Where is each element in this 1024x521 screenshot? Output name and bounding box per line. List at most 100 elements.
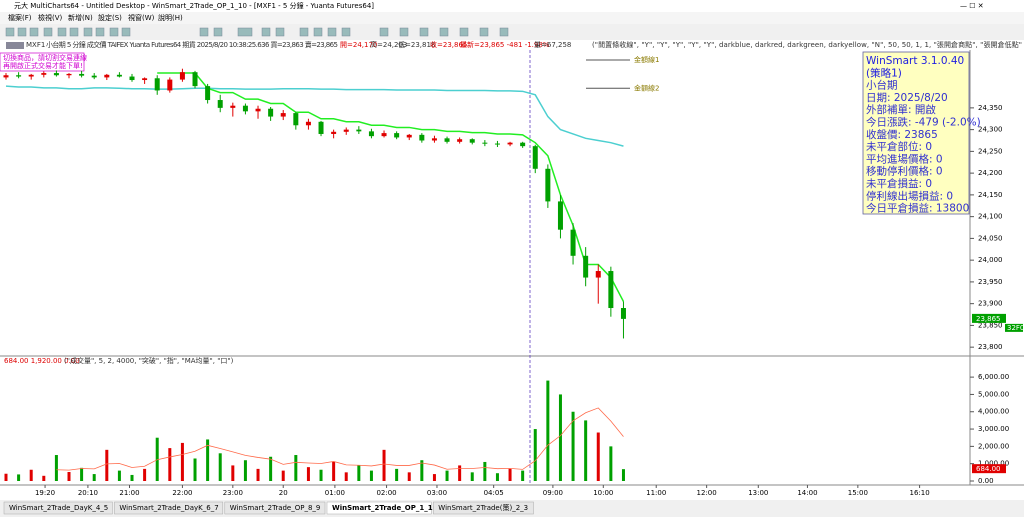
tab-label[interactable]: WinSmart_2Trade_DayK_6_7	[119, 504, 218, 512]
y-tick-label: 4,000.00	[978, 408, 1009, 416]
volume-bar	[621, 469, 625, 481]
volume-bar	[521, 470, 525, 481]
volume-bar	[206, 439, 210, 481]
volume-bar	[458, 465, 462, 481]
x-tick-label: 20	[279, 489, 288, 497]
candle-body	[419, 134, 425, 141]
volume-bar	[67, 471, 71, 481]
y-tick-label: 24,350	[978, 104, 1003, 112]
candle-body	[154, 78, 160, 91]
annotation-label: 金額線2	[634, 83, 659, 92]
tab-label[interactable]: WinSmart_2Trade_OP_8_9	[230, 504, 321, 512]
strategy-line: 未平倉部位: 0	[866, 140, 932, 153]
menu-item[interactable]: 檢視(V)	[38, 13, 63, 22]
volume-bar	[382, 449, 386, 481]
tab[interactable]	[3, 501, 113, 515]
candle-body	[532, 146, 538, 169]
candle-body	[469, 139, 475, 143]
tab-label[interactable]: WinSmart_2Trade_DayK_4_5	[9, 504, 108, 512]
toolbar	[0, 24, 1024, 40]
candle-body	[406, 134, 412, 138]
volume-bar	[432, 474, 436, 481]
volume-bar	[395, 468, 399, 481]
strategy-line: 今日平倉損益: 13800	[866, 202, 969, 215]
x-tick-label: 01:00	[325, 489, 345, 497]
volume-bar	[143, 468, 147, 481]
candle-body	[205, 86, 211, 101]
candle-body	[293, 113, 299, 126]
candle-body	[16, 75, 22, 77]
volume-bar	[269, 456, 273, 481]
menu-item[interactable]: 說明(H)	[158, 13, 183, 22]
volume-bar	[256, 468, 260, 481]
volume-bar	[420, 460, 424, 481]
strategy-line: 平均進場價格: 0	[866, 152, 943, 165]
strategy-line: 移動停利價格: 0	[866, 165, 943, 178]
candle-body	[116, 74, 122, 77]
x-tick-label: 13:00	[748, 489, 768, 497]
volume-bar	[533, 429, 537, 481]
volume-bar	[281, 470, 285, 481]
candle-body	[431, 138, 437, 141]
tab-label[interactable]: WinSmart_2Trade(策)_2_3	[438, 503, 528, 512]
x-tick-label: 15:00	[848, 489, 868, 497]
info-bar	[0, 40, 1024, 50]
volume-bar	[4, 473, 8, 481]
y-tick-label: 2,000.00	[978, 442, 1009, 450]
indicator-line	[157, 72, 625, 302]
y-tick-label: 24,200	[978, 169, 1003, 177]
x-tick-label: 12:00	[697, 489, 717, 497]
volume-bar	[243, 460, 247, 481]
y-tick-label: 24,000	[978, 256, 1003, 264]
y-tick-label: 23,850	[978, 321, 1003, 329]
strategy-line: 收盤價: 23865	[866, 128, 938, 141]
x-tick-label: 02:00	[376, 489, 396, 497]
tab-label[interactable]: WinSmart_2Trade_OP_1_10	[332, 504, 438, 512]
tab[interactable]	[114, 501, 224, 515]
menu-item[interactable]: 設定(S)	[98, 13, 122, 22]
volume-bar	[483, 461, 487, 481]
window-controls[interactable]: — ☐ ✕	[960, 2, 984, 10]
x-tick-label: 22:00	[172, 489, 192, 497]
menu-item[interactable]: 檔案(F)	[8, 13, 32, 22]
annotation-label: 金額線1	[634, 55, 659, 64]
volume-bar	[92, 474, 96, 481]
candle-body	[305, 121, 311, 126]
strategy-line: 停利線出場損益: 0	[866, 189, 953, 202]
volume-bar	[17, 474, 21, 481]
menu-item[interactable]: 視窗(W)	[128, 13, 155, 22]
y-tick-label: 23,800	[978, 343, 1003, 351]
candle-body	[167, 79, 173, 91]
y-tick-label: 3,000.00	[978, 425, 1009, 433]
x-tick-label: 11:00	[646, 489, 666, 497]
y-tick-label: 24,250	[978, 147, 1003, 155]
volume-bar	[558, 394, 562, 481]
candle-body	[620, 308, 626, 319]
y-tick-label: 5,000.00	[978, 390, 1009, 398]
volume-bar	[584, 420, 588, 481]
volume-bar	[495, 473, 499, 481]
candle-body	[557, 201, 563, 230]
indicator-line	[5, 85, 624, 147]
candle-body	[142, 78, 148, 81]
title-bar	[0, 0, 1024, 12]
menu-item[interactable]: 新增(N)	[68, 13, 93, 22]
candle-body	[104, 74, 110, 78]
y-tick-label: 24,100	[978, 213, 1003, 221]
strategy-line: 日期: 2025/8/20	[866, 92, 948, 104]
symbol-badge	[6, 42, 24, 49]
y-tick-label: 24,050	[978, 234, 1003, 242]
x-tick-label: 04:05	[484, 489, 504, 497]
volume-bar	[180, 442, 184, 481]
countdown-bg	[1005, 323, 1023, 332]
y-tick-label: 6,000.00	[978, 373, 1009, 381]
candle-body	[53, 73, 59, 76]
strategy-line: (策略1)	[866, 66, 902, 79]
volume-bar	[369, 470, 373, 481]
tab[interactable]	[224, 501, 326, 515]
volume-bar	[42, 475, 46, 481]
tab[interactable]	[326, 501, 432, 515]
tab[interactable]	[433, 501, 534, 515]
